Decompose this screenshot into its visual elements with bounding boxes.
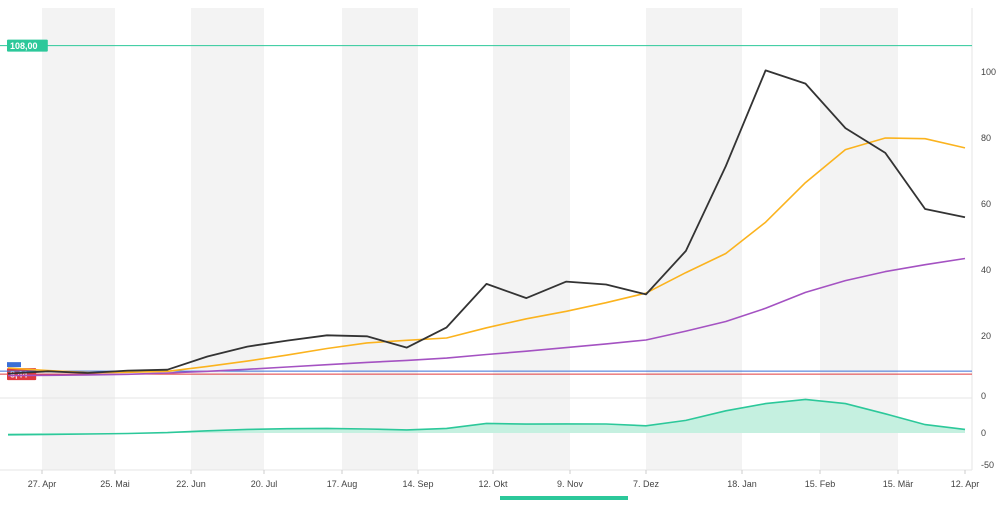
x-tick-label: 9. Nov — [557, 479, 584, 489]
x-tick-label: 18. Jan — [727, 479, 757, 489]
x-tick-label: 12. Apr — [951, 479, 980, 489]
background-band — [342, 8, 418, 470]
oscillator-y-tick-label: 0 — [981, 428, 986, 438]
background-band — [493, 8, 570, 470]
background-band — [820, 8, 898, 470]
x-tick-label: 22. Jun — [176, 479, 206, 489]
x-tick-label: 25. Mai — [100, 479, 130, 489]
y-tick-label: 100 — [981, 67, 996, 77]
y-tick-label: 20 — [981, 331, 991, 341]
oscillator-area — [8, 399, 965, 434]
x-tick-label: 12. Okt — [478, 479, 508, 489]
x-tick-label: 14. Sep — [402, 479, 433, 489]
range-scroll-handle — [500, 496, 628, 500]
x-tick-label: 15. Mär — [883, 479, 914, 489]
current-level-badge — [7, 362, 21, 367]
reference-label: 108,00 — [10, 41, 38, 51]
x-tick-label: 20. Jul — [251, 479, 278, 489]
y-tick-label: 40 — [981, 265, 991, 275]
oscillator-y-tick-label: -50 — [981, 460, 994, 470]
x-tick-label: 15. Feb — [805, 479, 836, 489]
x-tick-label: 27. Apr — [28, 479, 57, 489]
y-tick-label: 80 — [981, 133, 991, 143]
background-band — [42, 8, 115, 470]
background-band — [191, 8, 264, 470]
x-tick-label: 7. Dez — [633, 479, 660, 489]
oscillator-y-tick-label: 0 — [981, 391, 986, 401]
x-tick-label: 17. Aug — [327, 479, 358, 489]
y-tick-label: 60 — [981, 199, 991, 209]
background-band — [646, 8, 742, 470]
